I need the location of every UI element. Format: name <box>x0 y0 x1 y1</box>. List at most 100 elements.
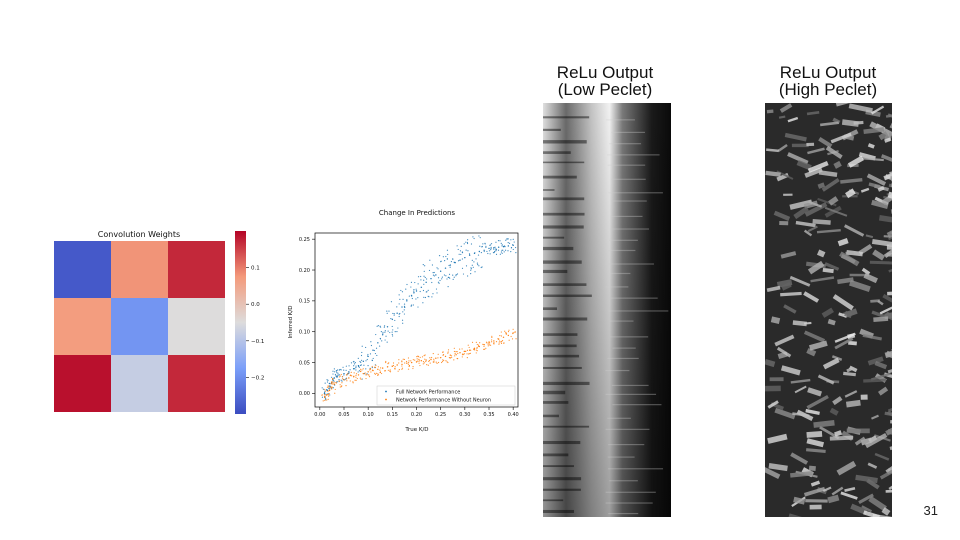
without-neuron-point <box>371 369 374 371</box>
without-neuron-point <box>323 393 326 396</box>
full-network-point <box>380 331 382 333</box>
without-neuron-point <box>394 366 396 368</box>
without-neuron-point <box>324 390 327 392</box>
relu-high-texture <box>840 491 858 500</box>
without-neuron-point <box>447 352 449 354</box>
relu-high-texture <box>844 487 856 492</box>
relu-high-texture <box>879 465 892 480</box>
full-network-point <box>323 392 325 394</box>
full-network-point <box>329 385 332 387</box>
without-neuron-point <box>412 359 414 361</box>
full-network-point <box>353 365 355 367</box>
relu-high-texture <box>870 372 891 381</box>
without-neuron-point <box>334 392 336 394</box>
full-network-point <box>427 289 429 292</box>
without-neuron-point <box>466 349 469 351</box>
without-neuron-point <box>433 358 435 360</box>
full-network-point <box>414 281 416 284</box>
full-network-point <box>510 247 513 249</box>
full-network-point <box>503 246 505 248</box>
full-network-point <box>365 368 367 370</box>
x-tick-label: 0.30 <box>459 412 470 418</box>
relu-high-texture <box>860 394 868 400</box>
full-network-point <box>501 244 503 246</box>
without-neuron-point <box>334 388 336 391</box>
relu-high-texture <box>828 196 839 206</box>
relu-high-texture <box>796 159 812 171</box>
full-network-point <box>390 317 392 320</box>
full-network-point <box>436 267 438 269</box>
without-neuron-point <box>432 352 434 355</box>
without-neuron-point <box>468 353 470 355</box>
full-network-point <box>389 331 391 334</box>
full-network-point <box>448 273 451 275</box>
full-network-point <box>430 277 432 280</box>
x-tick-label: 0.15 <box>387 412 398 418</box>
full-network-point <box>383 326 385 328</box>
full-network-point <box>474 271 476 273</box>
relu-low-streak <box>543 189 555 191</box>
full-network-point <box>483 250 485 253</box>
relu-high-texture <box>810 276 835 283</box>
relu-low-streak <box>605 428 650 430</box>
without-neuron-point <box>468 346 470 349</box>
without-neuron-point <box>442 354 444 356</box>
full-network-point <box>473 261 475 263</box>
full-network-point <box>433 275 436 277</box>
full-network-point <box>492 252 495 254</box>
full-network-point <box>493 248 495 250</box>
relu-high-texture <box>824 206 848 217</box>
without-neuron-point <box>328 386 330 388</box>
full-network-point <box>480 266 482 269</box>
without-neuron-point <box>346 380 348 382</box>
without-neuron-point <box>477 344 480 346</box>
without-neuron-point <box>447 349 450 351</box>
legend-marker-full <box>385 390 387 393</box>
full-network-point <box>381 334 384 336</box>
relu-high-texture <box>854 436 866 446</box>
full-network-point <box>399 312 401 315</box>
full-network-point <box>363 364 365 366</box>
full-network-point <box>435 274 437 276</box>
full-network-point <box>382 333 384 335</box>
without-neuron-point <box>482 343 484 345</box>
without-neuron-point <box>328 389 331 392</box>
colorbar-tick-label: 0.1 <box>251 266 260 272</box>
heatmap-cell <box>168 355 225 412</box>
full-network-point <box>441 276 443 278</box>
without-neuron-point <box>407 362 410 364</box>
full-network-point <box>326 381 329 383</box>
without-neuron-point <box>467 344 469 346</box>
full-network-point <box>405 288 407 290</box>
full-network-point <box>423 283 425 285</box>
relu-high-texture <box>884 137 892 143</box>
relu-high-texture <box>847 333 856 339</box>
relu-high-texture <box>817 374 835 385</box>
full-network-point <box>401 291 404 293</box>
without-neuron-point <box>505 332 507 334</box>
full-network-point <box>431 281 433 284</box>
full-network-point <box>357 365 360 368</box>
relu-low-streak <box>608 512 639 515</box>
without-neuron-point <box>421 356 424 358</box>
full-network-point <box>431 264 434 266</box>
relu-high-texture <box>883 235 892 239</box>
full-network-point <box>336 376 338 378</box>
full-network-point <box>343 369 345 371</box>
relu-high-texture <box>769 377 784 382</box>
relu-high-texture <box>822 486 832 493</box>
full-network-point <box>445 275 447 277</box>
full-network-point <box>458 253 460 255</box>
full-network-point <box>493 250 496 253</box>
full-network-point <box>508 242 511 244</box>
relu-low-streak <box>543 317 588 321</box>
without-neuron-point <box>347 372 349 374</box>
relu-high-texture <box>832 396 843 406</box>
relu-high-texture <box>849 273 870 277</box>
without-neuron-point <box>381 367 384 369</box>
full-network-point <box>373 349 375 352</box>
without-neuron-point <box>428 359 431 362</box>
full-network-point <box>420 275 422 278</box>
full-network-point <box>411 297 413 300</box>
without-neuron-point <box>425 359 427 361</box>
